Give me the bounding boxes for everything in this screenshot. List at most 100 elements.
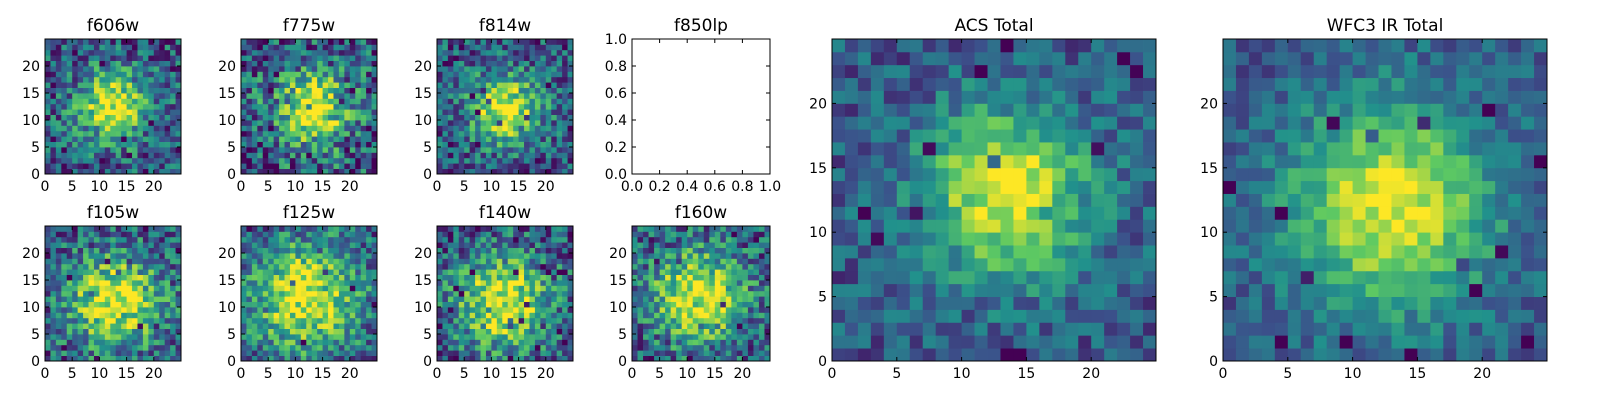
heatmap-cell xyxy=(153,147,160,153)
heatmap-cell xyxy=(170,317,176,324)
heatmap-cell xyxy=(251,253,258,259)
heatmap-cell xyxy=(442,323,449,329)
heatmap-cell xyxy=(648,312,655,319)
heatmap-cell xyxy=(257,350,264,356)
heatmap-cell xyxy=(485,49,492,56)
heatmap-cell xyxy=(246,280,253,286)
heatmap-cell xyxy=(475,130,481,137)
heatmap-cell xyxy=(502,93,509,99)
heatmap-cell xyxy=(437,168,443,175)
heatmap-cell xyxy=(279,82,285,88)
heatmap-cell xyxy=(518,339,525,346)
heatmap-cell xyxy=(447,44,454,51)
heatmap-cell xyxy=(654,263,660,270)
heatmap-cell xyxy=(251,317,258,324)
heatmap-cell xyxy=(241,307,247,313)
heatmap-cell xyxy=(55,323,62,329)
heatmap-cell xyxy=(676,285,683,292)
panel-title: f160w xyxy=(675,203,727,223)
heatmap-cell xyxy=(1130,309,1144,323)
heatmap-cell xyxy=(366,344,372,351)
heatmap-cell xyxy=(88,231,95,238)
heatmap-cell xyxy=(268,87,275,94)
y-tick-label: 10 xyxy=(414,300,432,316)
heatmap-cell xyxy=(857,309,872,323)
heatmap-cell xyxy=(110,247,117,254)
heatmap-cell xyxy=(77,76,84,83)
heatmap-cell xyxy=(137,339,144,346)
heatmap-cell xyxy=(50,344,57,351)
heatmap-cell xyxy=(935,309,950,323)
heatmap-cell xyxy=(551,39,558,45)
heatmap-cell xyxy=(935,270,950,285)
heatmap-cell xyxy=(175,344,182,351)
heatmap-cell xyxy=(115,125,122,132)
heatmap-cell xyxy=(349,339,356,346)
heatmap-cell xyxy=(279,136,285,142)
heatmap-cell xyxy=(142,258,149,265)
heatmap-cell xyxy=(469,44,476,51)
heatmap-cell xyxy=(66,226,73,232)
heatmap-cell xyxy=(643,247,649,254)
heatmap-cell xyxy=(159,285,166,292)
heatmap-cell xyxy=(703,242,710,248)
heatmap-cell xyxy=(328,130,334,137)
heatmap-cell xyxy=(170,339,176,346)
heatmap-cell xyxy=(295,125,302,132)
heatmap-cell xyxy=(714,274,721,281)
heatmap-cell xyxy=(153,339,160,346)
heatmap-cell xyxy=(556,168,563,175)
heatmap-cell xyxy=(142,339,149,346)
heatmap-cell xyxy=(164,141,171,148)
heatmap-cell xyxy=(747,285,754,292)
heatmap-cell xyxy=(480,226,487,232)
heatmap-cell xyxy=(328,98,334,105)
heatmap-cell xyxy=(257,168,264,175)
heatmap-cell xyxy=(764,263,771,270)
heatmap-cell xyxy=(317,236,323,243)
heatmap-cell xyxy=(670,328,677,335)
heatmap-cell xyxy=(77,44,84,51)
heatmap-cell xyxy=(507,301,514,308)
heatmap-cell xyxy=(279,258,285,265)
heatmap-cell xyxy=(464,44,471,51)
heatmap-cell xyxy=(742,344,749,351)
heatmap-cell xyxy=(72,247,79,254)
heatmap-cell xyxy=(50,136,57,142)
heatmap-cell xyxy=(273,317,280,324)
heatmap-cell xyxy=(659,253,666,259)
heatmap-cell xyxy=(562,328,568,335)
heatmap-cell xyxy=(344,168,351,175)
heatmap-cell xyxy=(159,44,166,51)
heatmap-cell xyxy=(371,312,378,319)
heatmap-cell xyxy=(322,226,329,232)
heatmap-cell xyxy=(437,355,443,362)
heatmap-cell xyxy=(104,296,111,302)
heatmap-cell xyxy=(159,344,166,351)
y-tick-label: 10 xyxy=(414,113,432,129)
heatmap-cell xyxy=(360,98,367,105)
heatmap-cell xyxy=(562,334,568,340)
heatmap-cell xyxy=(485,344,492,351)
panel-title: f125w xyxy=(283,203,335,223)
heatmap-cell xyxy=(126,130,133,137)
heatmap-cell xyxy=(355,323,362,329)
heatmap-cell xyxy=(1130,219,1144,233)
heatmap-cell xyxy=(562,301,568,308)
y-tick-label: 5 xyxy=(227,327,236,343)
heatmap-cell xyxy=(556,334,563,340)
heatmap-cell xyxy=(170,334,176,340)
heatmap-cell xyxy=(480,152,487,159)
heatmap-cell xyxy=(338,350,345,356)
heatmap-cell xyxy=(753,231,760,238)
heatmap-cell xyxy=(72,49,79,56)
heatmap-cell xyxy=(747,269,754,275)
heatmap-cell xyxy=(496,55,503,61)
heatmap-cell xyxy=(61,263,68,270)
heatmap-cell xyxy=(257,269,264,275)
heatmap-cell xyxy=(518,163,525,169)
heatmap-cell xyxy=(764,280,771,286)
heatmap-cell xyxy=(110,120,117,126)
heatmap-cell xyxy=(170,39,176,45)
heatmap-cell xyxy=(764,236,771,243)
